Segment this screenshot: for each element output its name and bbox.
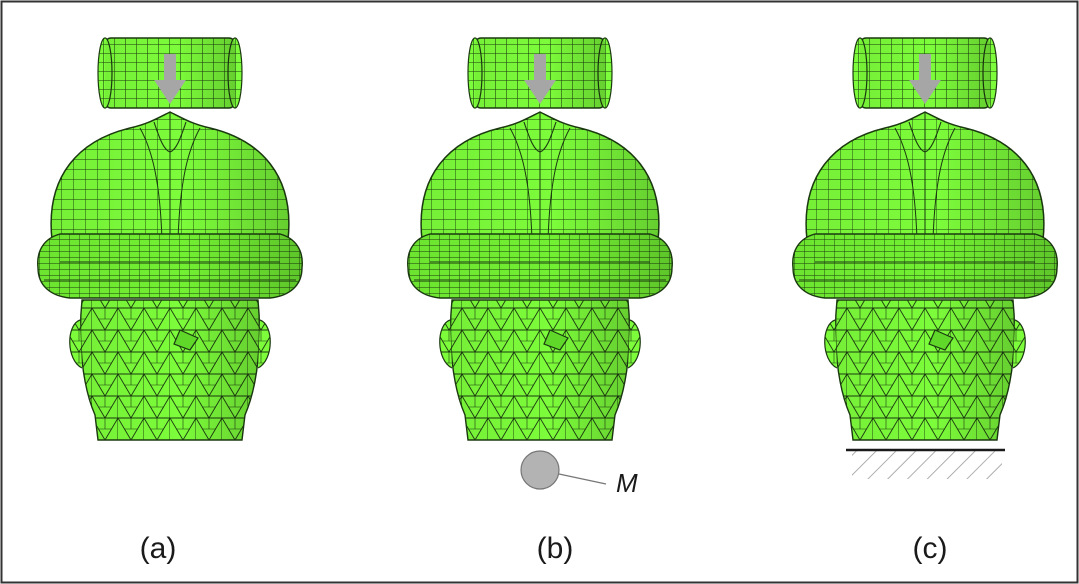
panel-caption-a: (a) — [140, 532, 177, 565]
panel-caption-c: (c) — [913, 532, 948, 565]
panel-c: (c) — [791, 37, 1059, 565]
mass-label: M — [616, 468, 638, 498]
mass-leader-line — [558, 473, 607, 485]
ground-hatch-icon — [846, 448, 1005, 479]
mass-ball-icon — [520, 450, 560, 490]
panel-a: (a) — [36, 37, 304, 565]
panel-b: M (b) — [406, 37, 674, 565]
panel-caption-b: (b) — [537, 532, 574, 565]
